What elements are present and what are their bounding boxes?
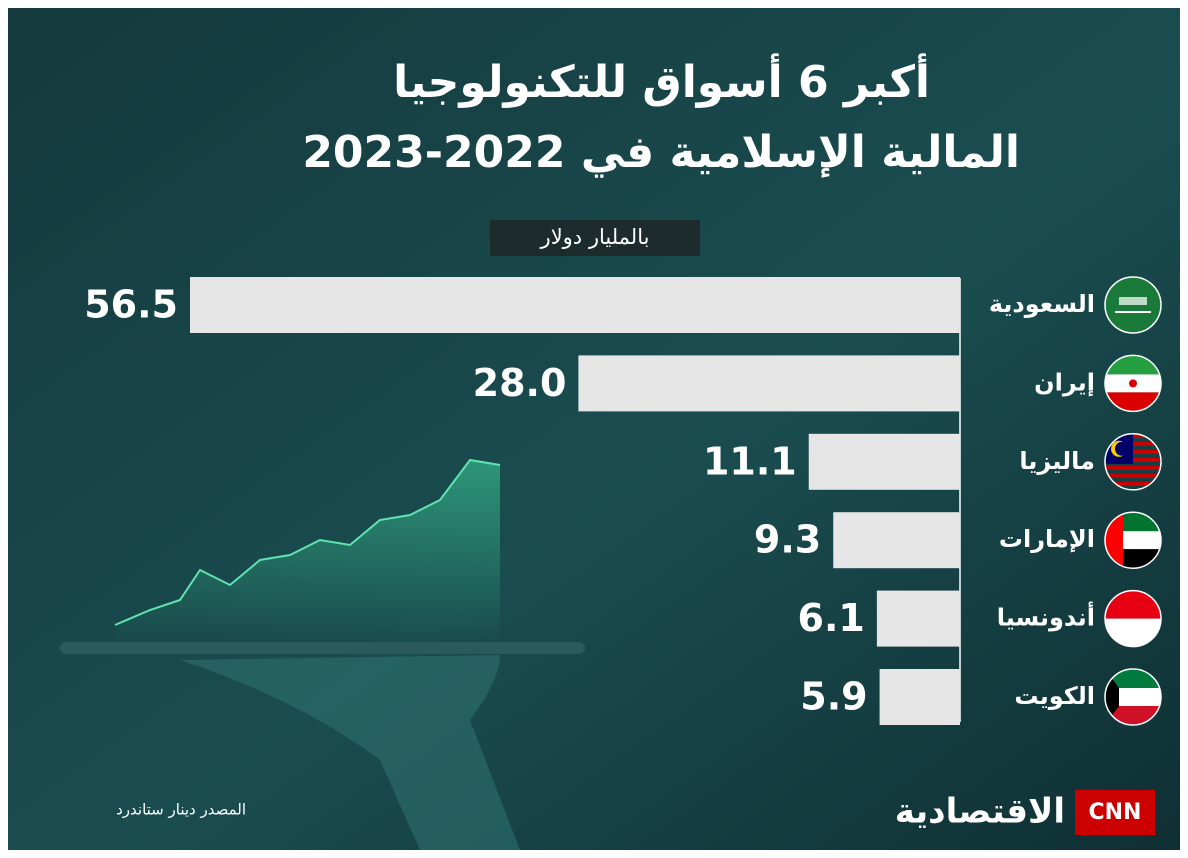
flag-icon [1105, 277, 1161, 333]
flag-ring [1104, 276, 1162, 334]
flag-ring [1104, 354, 1162, 413]
value-label: 5.9 [800, 675, 867, 719]
background [8, 8, 1180, 850]
decor-tablet [60, 642, 585, 654]
unit-box [490, 220, 700, 256]
flag [1115, 441, 1129, 456]
bar [879, 669, 960, 725]
flag [1105, 481, 1161, 486]
flag [1105, 465, 1161, 470]
flag-icon [1105, 512, 1161, 569]
flag [1105, 355, 1161, 375]
category-label: ماليزيا [1019, 447, 1095, 475]
chart-title: المالية الإسلامية في 2022-2023 [302, 127, 1020, 178]
brand: CNN [1089, 800, 1142, 825]
category-label: الإمارات [999, 525, 1095, 553]
flag-icon [1105, 355, 1161, 412]
brand-name: الاقتصادية [895, 792, 1065, 832]
flag-icon [1105, 433, 1161, 486]
value-label: 9.3 [754, 518, 821, 562]
unit-label: بالمليار دولار [540, 225, 650, 249]
category-label: إيران [1034, 368, 1095, 396]
bar [876, 590, 960, 647]
flag-ring [1104, 668, 1162, 726]
category-label: الكويت [1014, 682, 1095, 710]
flag-ring [1104, 511, 1162, 569]
value-label: 56.5 [84, 283, 178, 327]
source: المصدر دينار ستاندرد [116, 801, 246, 819]
flag-ring [1104, 589, 1162, 648]
flag-ring [1104, 433, 1162, 491]
chart-title: أكبر 6 أسواق للتكنولوجيا [393, 53, 930, 108]
bar [578, 355, 960, 412]
flag [1129, 379, 1137, 388]
value-label: 6.1 [798, 596, 865, 640]
category-label: السعودية [989, 290, 1095, 318]
decor-hand [180, 655, 520, 850]
category-label: أندونسيا [997, 602, 1095, 632]
flag [1105, 473, 1161, 478]
bar [833, 512, 960, 569]
flag [1105, 669, 1161, 688]
flag [1115, 311, 1151, 313]
bar [190, 277, 960, 333]
brand-box [1075, 790, 1155, 835]
bar [808, 433, 960, 490]
decor-area [115, 460, 500, 640]
decor-line [114, 458, 501, 626]
value-label: 11.1 [703, 439, 797, 483]
flag [1105, 392, 1161, 412]
flag [1119, 297, 1147, 305]
flag [1105, 706, 1161, 725]
value-label: 28.0 [473, 361, 567, 405]
